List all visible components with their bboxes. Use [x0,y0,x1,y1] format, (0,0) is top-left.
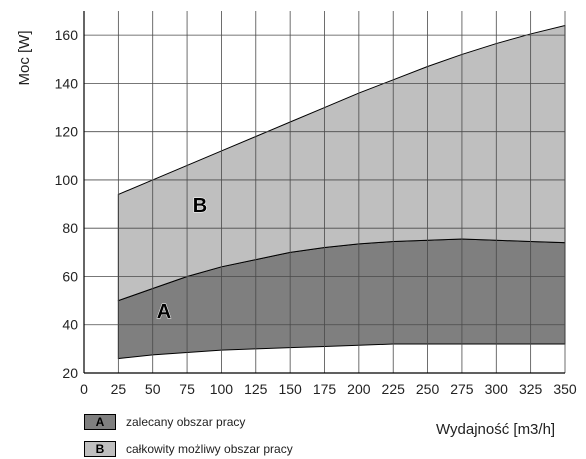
y-tick-labels: 20 40 60 80 100 120 140 160 [55,27,79,381]
region-label-a: A [157,301,171,323]
x-tick-label-200: 200 [347,381,371,397]
y-tick-label-80: 80 [62,220,78,236]
y-tick-label-60: 60 [62,268,78,284]
y-axis-title: Moc [W] [16,31,33,86]
y-tick-label-20: 20 [62,365,78,381]
x-axis-title: Wydajność [m3/h] [436,421,556,438]
legend-entry-b: B całkowity możliwy obszar pracy [84,441,293,457]
region-label-b: B [193,195,207,217]
legend-entry-a: A zalecany obszar pracy [84,414,245,430]
y-tick-label-120: 120 [55,124,79,140]
legend-swatch-a: A [84,414,116,430]
legend-text-a: zalecany obszar pracy [126,415,246,429]
chart: 0 25 50 75 100 125 150 175 200 225 250 275 300 325 350… [16,11,577,397]
x-tick-label-275: 275 [450,381,474,397]
x-tick-label-25: 25 [111,381,127,397]
x-tick-label-125: 125 [244,381,268,397]
x-tick-label-50: 50 [145,381,161,397]
x-tick-labels: 0 25 50 75 100 125 150 175 200 225 250 275 300 325 350 [80,381,577,397]
x-tick-label-325: 325 [519,381,543,397]
y-tick-label-40: 40 [62,317,78,333]
x-tick-label-300: 300 [485,381,509,397]
y-tick-label-160: 160 [55,27,79,43]
legend-swatch-b: B [84,441,116,457]
x-tick-label-175: 175 [313,381,337,397]
x-tick-label-0: 0 [80,381,88,397]
x-tick-label-75: 75 [179,381,195,397]
y-tick-label-140: 140 [55,75,79,91]
axes [83,11,566,374]
x-tick-label-250: 250 [416,381,440,397]
y-tick-label-100: 100 [55,172,79,188]
x-tick-label-350: 350 [553,381,577,397]
x-tick-label-150: 150 [278,381,302,397]
x-tick-label-225: 225 [382,381,406,397]
legend-text-b: całkowity możliwy obszar pracy [126,442,293,456]
x-tick-label-100: 100 [210,381,234,397]
